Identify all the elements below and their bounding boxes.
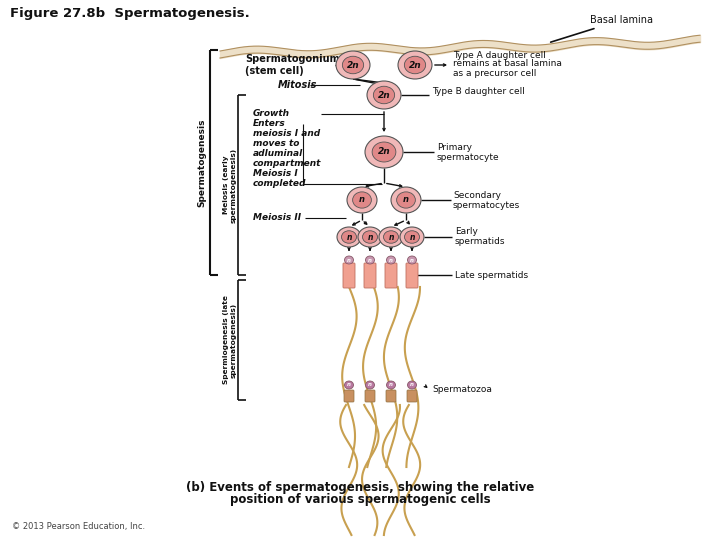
Text: n: n bbox=[410, 382, 414, 388]
FancyBboxPatch shape bbox=[386, 390, 396, 402]
Text: 2n: 2n bbox=[378, 147, 390, 157]
Text: Figure 27.8b  Spermatogenesis.: Figure 27.8b Spermatogenesis. bbox=[10, 7, 250, 20]
Text: compartment: compartment bbox=[253, 159, 321, 168]
Ellipse shape bbox=[397, 192, 415, 208]
Ellipse shape bbox=[398, 51, 432, 79]
Ellipse shape bbox=[391, 187, 421, 213]
Text: moves to: moves to bbox=[253, 139, 300, 148]
Text: 2n: 2n bbox=[378, 91, 390, 99]
Text: n: n bbox=[347, 258, 351, 262]
Ellipse shape bbox=[337, 227, 361, 247]
Text: n: n bbox=[389, 258, 393, 262]
Text: Basal lamina: Basal lamina bbox=[551, 15, 653, 42]
Text: Late spermatids: Late spermatids bbox=[455, 271, 528, 280]
Text: completed: completed bbox=[253, 179, 307, 188]
Text: n: n bbox=[359, 195, 365, 205]
Text: (b) Events of spermatogenesis, showing the relative: (b) Events of spermatogenesis, showing t… bbox=[186, 482, 534, 495]
Ellipse shape bbox=[387, 381, 395, 389]
Ellipse shape bbox=[366, 381, 374, 389]
Ellipse shape bbox=[408, 256, 416, 264]
Text: Spermatogenesis: Spermatogenesis bbox=[197, 119, 207, 207]
Text: remains at basal lamina: remains at basal lamina bbox=[453, 59, 562, 69]
Text: as a precursor cell: as a precursor cell bbox=[453, 69, 536, 78]
Text: Secondary: Secondary bbox=[453, 191, 501, 199]
Text: Meiosis I: Meiosis I bbox=[253, 170, 298, 179]
FancyBboxPatch shape bbox=[364, 263, 376, 288]
Ellipse shape bbox=[365, 136, 403, 168]
Text: Enters: Enters bbox=[253, 119, 286, 129]
Text: spermatids: spermatids bbox=[455, 238, 505, 246]
Ellipse shape bbox=[374, 86, 395, 104]
Text: 2n: 2n bbox=[409, 60, 421, 70]
Ellipse shape bbox=[405, 231, 420, 243]
Ellipse shape bbox=[384, 231, 398, 243]
Text: Mitosis: Mitosis bbox=[278, 80, 318, 90]
Ellipse shape bbox=[344, 381, 354, 389]
Ellipse shape bbox=[362, 231, 377, 243]
Ellipse shape bbox=[366, 256, 374, 264]
Text: Meiosis II: Meiosis II bbox=[253, 213, 301, 222]
Text: n: n bbox=[389, 382, 393, 388]
Text: Type B daughter cell: Type B daughter cell bbox=[432, 86, 525, 96]
Text: spermatocyte: spermatocyte bbox=[437, 152, 500, 161]
Ellipse shape bbox=[379, 227, 403, 247]
Ellipse shape bbox=[408, 381, 416, 389]
Ellipse shape bbox=[353, 192, 372, 208]
Text: n: n bbox=[347, 382, 351, 388]
Text: n: n bbox=[403, 195, 409, 205]
Text: 2n: 2n bbox=[347, 60, 359, 70]
Ellipse shape bbox=[400, 227, 424, 247]
Text: Type A daughter cell: Type A daughter cell bbox=[453, 51, 546, 59]
Text: position of various spermatogenic cells: position of various spermatogenic cells bbox=[230, 494, 490, 507]
Ellipse shape bbox=[343, 56, 364, 74]
Text: n: n bbox=[346, 233, 351, 241]
Text: Meiosis (early
spermatogenesis): Meiosis (early spermatogenesis) bbox=[223, 147, 237, 222]
FancyBboxPatch shape bbox=[344, 390, 354, 402]
FancyBboxPatch shape bbox=[365, 390, 375, 402]
FancyBboxPatch shape bbox=[343, 263, 355, 288]
Text: Spermiogenesis (late
spermatogenesis): Spermiogenesis (late spermatogenesis) bbox=[223, 295, 237, 384]
Ellipse shape bbox=[336, 51, 370, 79]
Text: spermatocytes: spermatocytes bbox=[453, 200, 521, 210]
Text: (stem cell): (stem cell) bbox=[245, 66, 304, 76]
Text: Primary: Primary bbox=[437, 143, 472, 152]
Text: n: n bbox=[410, 258, 414, 262]
Ellipse shape bbox=[387, 256, 395, 264]
Text: n: n bbox=[388, 233, 394, 241]
Ellipse shape bbox=[358, 227, 382, 247]
Text: Early: Early bbox=[455, 227, 478, 237]
Ellipse shape bbox=[344, 256, 354, 264]
Text: Spermatogonium: Spermatogonium bbox=[245, 54, 340, 64]
Ellipse shape bbox=[341, 231, 356, 243]
Text: n: n bbox=[368, 382, 372, 388]
FancyBboxPatch shape bbox=[406, 263, 418, 288]
FancyBboxPatch shape bbox=[407, 390, 417, 402]
Text: n: n bbox=[367, 233, 373, 241]
FancyBboxPatch shape bbox=[385, 263, 397, 288]
Text: n: n bbox=[409, 233, 415, 241]
Text: Growth: Growth bbox=[253, 110, 290, 118]
Text: meiosis I and: meiosis I and bbox=[253, 130, 320, 138]
Ellipse shape bbox=[367, 81, 401, 109]
Text: adluminal: adluminal bbox=[253, 150, 303, 159]
Ellipse shape bbox=[405, 56, 426, 74]
Text: Spermatozoa: Spermatozoa bbox=[432, 386, 492, 395]
Ellipse shape bbox=[347, 187, 377, 213]
Text: © 2013 Pearson Education, Inc.: © 2013 Pearson Education, Inc. bbox=[12, 522, 145, 530]
Text: n: n bbox=[368, 258, 372, 262]
Ellipse shape bbox=[372, 142, 396, 162]
